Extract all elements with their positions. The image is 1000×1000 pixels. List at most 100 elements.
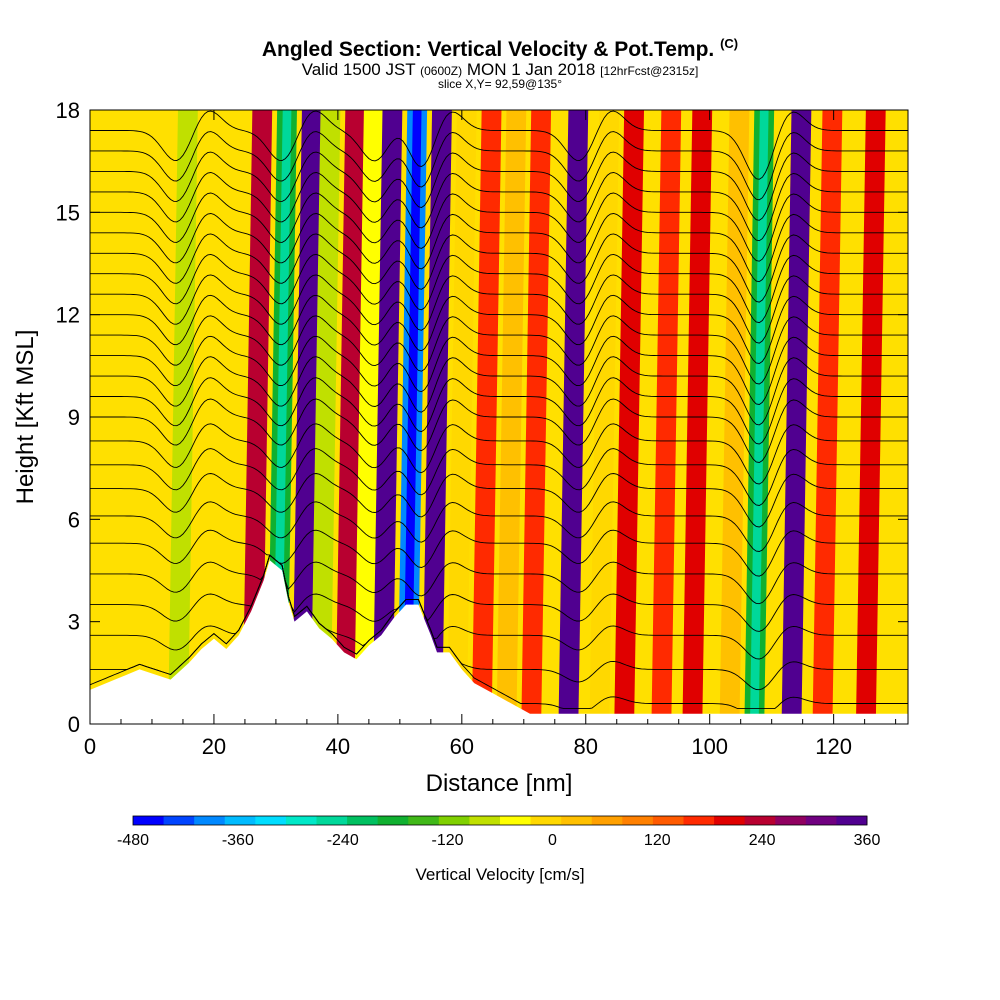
potential-temperature-contours [90,110,908,710]
x-tick-label: 100 [691,734,728,759]
slice-info: slice X,Y= 92,59@135° [437,77,563,91]
velocity-band [719,110,750,724]
valid-time-zulu: (0600Z) [420,64,463,78]
isentrope-line [90,423,908,485]
velocity-band-core [427,110,447,724]
isentrope-line [90,473,908,528]
colorbar-swatch [285,816,317,825]
velocity-band-core [378,110,397,724]
colorbar-swatch [133,816,165,825]
valid-time-prefix: Valid 1500 JST [301,60,416,79]
y-tick-label: 6 [68,507,80,532]
copyright-mark: (C) [720,36,739,51]
colorbar-title: Vertical Velocity [cm/s] [415,865,584,884]
isentrope-line [90,356,908,426]
isentrope-line [90,554,908,632]
x-tick-label: 40 [326,734,350,759]
isentrope-line [90,554,908,691]
colorbar-swatch [775,816,807,825]
velocity-band-core [402,110,422,724]
colorbar-swatch [561,816,593,825]
colorbar-tick-label: 0 [548,832,557,849]
x-tick-label: 0 [84,734,96,759]
isentrope-line [90,294,908,364]
x-axis-title: Distance [nm] [426,770,573,797]
colorbar-swatch [622,816,654,825]
isentrope-line [90,110,908,180]
colorbar-swatch [316,816,348,825]
colorbar-swatch [438,816,470,825]
x-tick-label: 60 [450,734,474,759]
colorbar-swatch [224,816,256,825]
isentrope-line [90,448,908,506]
colorbar-tick-label: -480 [117,832,149,849]
colorbar-tick-label: 240 [749,832,776,849]
isentrope-line [90,192,908,262]
chart-title: Angled Section: Vertical Velocity & Pot.… [0,36,1000,62]
isentrope-line [90,315,908,385]
y-tick-label: 9 [68,405,80,430]
y-axis: 0 3 6 9 12 15 18 [56,98,908,737]
colorbar-swatch [652,816,684,825]
isentrope-line [90,213,908,283]
colorbar-swatch [408,816,440,825]
x-axis: 0 20 40 60 80 100 120 [84,110,897,759]
colorbar-swatch [805,816,837,825]
colorbar-swatch [744,816,776,825]
y-tick-label: 3 [68,610,80,635]
isentrope-line [90,233,908,303]
isentrope-line [90,131,908,201]
y-tick-label: 12 [56,303,80,328]
valid-date: MON 1 Jan 2018 [466,60,596,79]
colorbar-swatch [530,816,562,825]
colorbar-swatch [163,816,195,825]
y-tick-label: 15 [56,200,80,225]
colorbar-swatch [194,816,226,825]
forecast-tag: [12hrFcst@2315z] [600,64,699,78]
isentrope-line [90,529,908,577]
colorbar-tick-label: -240 [327,832,359,849]
velocity-band [589,110,620,724]
colorbar-frame [132,815,868,826]
colorbar-swatch [714,816,746,825]
colorbar: -480 -360 -240 -120 0 120 240 360 [117,815,880,849]
colorbar-swatch [591,816,623,825]
velocity-band-core [564,110,583,724]
colorbar-tick-label: -360 [222,832,254,849]
isentrope-line [90,253,908,324]
x-tick-label: 80 [574,734,598,759]
isentrope-line [90,501,908,552]
colorbar-swatch [347,816,379,825]
isentrope-line [90,554,908,660]
chart-title-text: Angled Section: Vertical Velocity & Pot.… [261,38,715,61]
velocity-band [310,110,341,724]
isentrope-line [90,335,908,405]
colorbar-swatch [683,816,715,825]
valid-time-line: Valid 1500 JST (0600Z) MON 1 Jan 2018 [1… [0,60,1000,80]
velocity-band-core [787,110,806,724]
colorbar-swatch [469,816,501,825]
colorbar-tick-label: -120 [432,832,464,849]
colorbar-swatch [377,816,409,825]
isentrope-line [90,274,908,344]
isentrope-line [90,377,908,445]
y-tick-label: 18 [56,98,80,123]
colorbar-tick-label: 120 [644,832,671,849]
colorbar-swatch [500,816,532,825]
x-tick-label: 20 [202,734,226,759]
colorbar-swatch [255,816,287,825]
velocity-band [446,110,477,724]
isentrope-line [90,172,908,242]
colorbar-swatch [836,816,868,825]
isentrope-line [90,554,908,605]
isentrope-line [90,151,908,221]
y-axis-title: Height [Kft MSL] [12,330,39,505]
terrain-mask [90,560,908,724]
x-tick-label: 120 [815,734,852,759]
velocity-band-core [297,110,317,724]
velocity-band-core [749,110,769,724]
y-tick-label: 0 [68,712,80,737]
isentrope-line [90,398,908,463]
plot-area [90,110,908,724]
